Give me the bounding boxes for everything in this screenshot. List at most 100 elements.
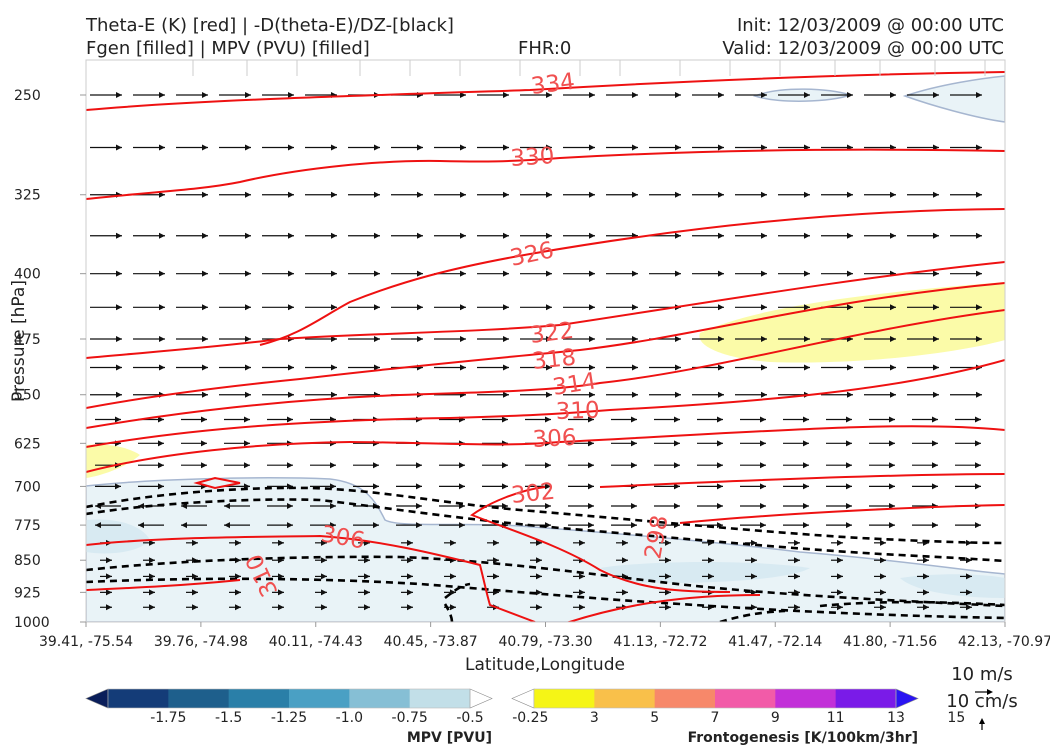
wind-vector-head — [202, 232, 208, 239]
wind-vector-head — [417, 304, 423, 311]
top-ticks — [192, 60, 986, 76]
wind-vector-head — [149, 539, 155, 546]
wind-ref-horizontal-arrowhead — [987, 689, 993, 695]
wind-vector-head — [675, 364, 681, 371]
wind-vector-head — [321, 539, 327, 546]
wind-vector-head — [933, 270, 939, 277]
wind-vector-head — [546, 336, 552, 343]
wind-vector-head — [588, 522, 594, 529]
wind-vector-head — [417, 270, 423, 277]
wind-vector-head — [460, 270, 466, 277]
wind-vector-head — [116, 270, 122, 277]
wind-vector-head — [632, 144, 638, 151]
wind-vector-head — [278, 589, 284, 596]
wind-vector-head — [933, 391, 939, 398]
wind-vector-head — [880, 557, 886, 564]
mpv-colorbar-label: -0.25 — [512, 710, 548, 726]
wind-vector-head — [804, 270, 810, 277]
wind-vector-head — [138, 502, 144, 509]
wind-vector-head — [331, 270, 337, 277]
wind-vector-head — [847, 304, 853, 311]
wind-vector-head — [751, 539, 757, 546]
wind-vector-head — [287, 483, 293, 490]
wind-vector-head — [546, 270, 552, 277]
wind-vector-head — [116, 92, 122, 98]
mpv-colorbar-swatch — [108, 689, 169, 708]
wind-vector-head — [417, 336, 423, 343]
y-axis-label: Pressure [hPa] — [9, 280, 29, 402]
wind-vector-head — [116, 144, 122, 151]
wind-vector-head — [245, 92, 251, 98]
wind-vector-head — [460, 191, 466, 198]
wind-vector-head — [373, 522, 379, 529]
wind-vector-head — [622, 573, 628, 580]
wind-vector-head — [502, 483, 508, 490]
mpv-colorbar-swatch — [349, 689, 411, 708]
theta-e-label-302: 302 — [510, 479, 556, 509]
wind-vector-head — [287, 416, 293, 423]
wind-vector-head — [761, 191, 767, 198]
wind-vector-head — [407, 557, 413, 564]
wind-vector-head — [932, 440, 938, 447]
wind-vector-head — [331, 304, 337, 311]
wind-vector-head — [106, 604, 112, 611]
wind-vector-head — [321, 573, 327, 580]
wind-vector-head — [245, 336, 251, 343]
theta-e-label-306: 306 — [532, 425, 577, 453]
wind-vector-head — [932, 462, 938, 469]
wind-vector-head — [459, 462, 465, 469]
wind-vector-head — [235, 589, 241, 596]
wind-vector-head — [546, 144, 552, 151]
fgen-colorbar-swatch — [775, 689, 837, 708]
wind-vector-head — [889, 462, 895, 469]
wind-vector-head — [116, 391, 122, 398]
wind-vector-head — [665, 604, 671, 611]
fgen-colorbar-frame — [533, 688, 897, 709]
wind-vector-head — [589, 144, 595, 151]
wind-vector-head — [717, 440, 723, 447]
wind-vector-head — [932, 522, 938, 529]
wind-vector-head — [718, 232, 724, 239]
wind-vector-head — [674, 483, 680, 490]
wind-vector-head — [460, 92, 466, 98]
wind-vector-head — [675, 144, 681, 151]
wind-vector-head — [364, 589, 370, 596]
wind-vector-head — [889, 483, 895, 490]
wind-vector-head — [546, 191, 552, 198]
wind-vector-head — [374, 270, 380, 277]
wind-vector-head — [546, 232, 552, 239]
wind-vector-head — [95, 522, 101, 529]
wind-vector-head — [244, 462, 250, 469]
mpv-colorbar-swatch — [228, 689, 290, 708]
mpv-colorbar-extend-high — [469, 688, 493, 709]
theta-e-label-322: 322 — [529, 318, 576, 349]
wind-vector-head — [373, 483, 379, 490]
wind-vector-head — [760, 462, 766, 469]
x-tick-label: 41.80, -71.56 — [843, 634, 937, 650]
wind-vector-head — [923, 604, 929, 611]
wind-vector-head — [933, 191, 939, 198]
wind-vector-head — [976, 336, 982, 343]
wind-vector-head — [717, 522, 723, 529]
mpv-colorbar-frame — [107, 688, 471, 709]
wind-vector-head — [631, 522, 637, 529]
wind-vector-head — [373, 462, 379, 469]
wind-vector-head — [889, 502, 895, 509]
wind-vector-head — [966, 557, 972, 564]
theta-e-label-330: 330 — [510, 143, 556, 172]
wind-vector-head — [846, 416, 852, 423]
wind-vector-head — [417, 232, 423, 239]
wind-vector-head — [545, 416, 551, 423]
wind-vector-head — [536, 604, 542, 611]
wind-vector-head — [632, 336, 638, 343]
wind-vector-head — [589, 304, 595, 311]
wind-vector-head — [975, 483, 981, 490]
wind-vector-head — [846, 440, 852, 447]
wind-vector-head — [115, 416, 121, 423]
wind-vector-head — [804, 232, 810, 239]
wind-ref-vertical: 10 cm/s — [946, 691, 1018, 712]
wind-vector-head — [158, 462, 164, 469]
wind-vector-head — [503, 336, 509, 343]
y-tick-label: 775 — [14, 518, 41, 534]
wind-vector-head — [546, 364, 552, 371]
